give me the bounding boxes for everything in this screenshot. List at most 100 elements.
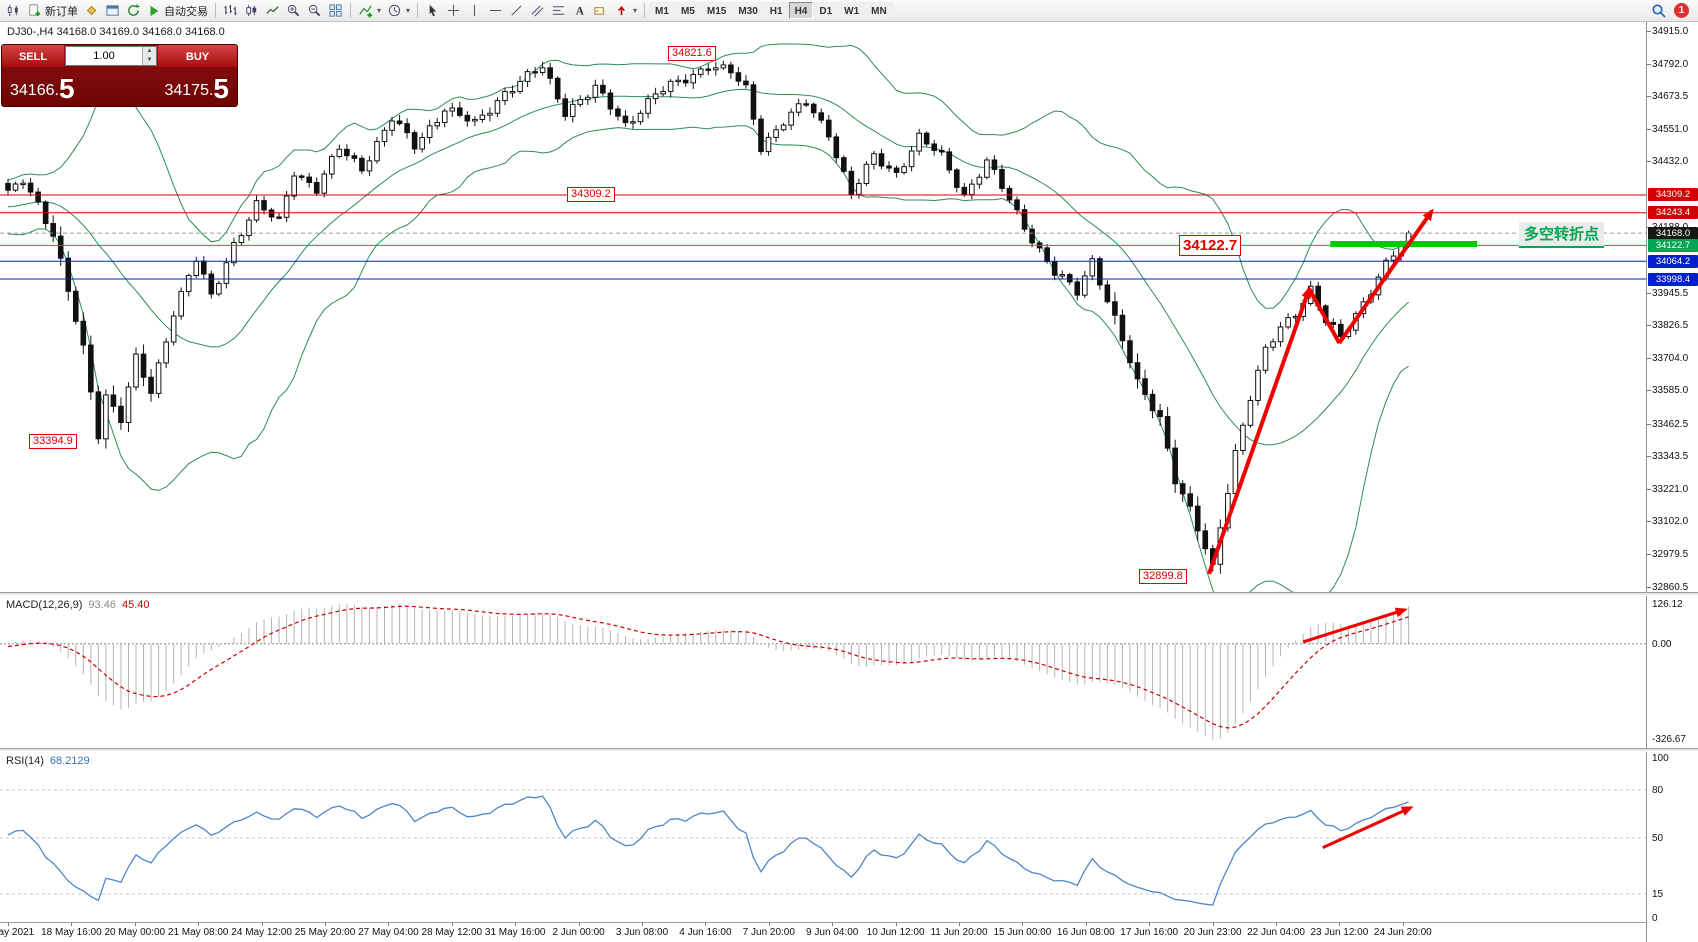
timeframe-m15[interactable]: M15	[700, 2, 733, 19]
pivot-label[interactable]: 34122.7	[1179, 235, 1242, 256]
timeframe-w1[interactable]: W1	[838, 2, 866, 19]
cursor-button[interactable]	[422, 1, 443, 21]
macd-panel[interactable]: MACD(12,26,9) 93.46 45.40	[0, 596, 1646, 748]
buy-button[interactable]: BUY	[158, 45, 237, 67]
sell-button[interactable]: SELL	[2, 45, 64, 67]
time-axis-tickmark	[515, 923, 517, 926]
price-axis-tick: 33343.5	[1652, 450, 1689, 462]
rsi-value: 68.2129	[49, 755, 90, 767]
price-axis-tick: 34792.0	[1652, 58, 1689, 70]
resistance-label[interactable]: 34309.2	[567, 187, 615, 202]
time-axis-tickmark	[451, 923, 453, 926]
price-axis-tickmark	[1647, 95, 1651, 97]
time-axis-label: 20 May 00:00	[104, 927, 166, 938]
rsi-name: RSI(14)	[6, 755, 44, 767]
price-axis-tick: 33221.0	[1652, 483, 1689, 495]
price-axis-tickmark	[1647, 390, 1651, 392]
price-axis-tickmark	[1647, 30, 1651, 32]
zoom-in-button[interactable]	[283, 1, 304, 21]
buy-price[interactable]: 34175. 5	[120, 67, 238, 106]
time-axis-tickmark	[959, 923, 960, 926]
toolbar: 新订单 自动交易	[0, 0, 1698, 22]
text-button[interactable]: A	[569, 1, 590, 21]
candlestick-chart[interactable]	[0, 22, 1646, 592]
timeframe-h4[interactable]: H4	[788, 2, 814, 19]
time-axis-label: 20 Jun 23:00	[1183, 927, 1242, 938]
terminal-window-icon[interactable]	[102, 1, 123, 21]
arrows-dropdown[interactable]: ▾	[611, 1, 640, 21]
timeframe-mn[interactable]: MN	[865, 2, 893, 19]
notification-badge[interactable]: 1	[1674, 3, 1689, 18]
price-axis-tick: 34551.0	[1652, 124, 1689, 135]
rsi-axis-label: 15	[1652, 889, 1664, 900]
time-axis-tickmark	[705, 923, 707, 926]
fibonacci-button[interactable]	[548, 1, 569, 21]
rsi-panel[interactable]: RSI(14) 68.2129	[0, 752, 1646, 922]
panel-splitter[interactable]	[0, 748, 1698, 752]
macd-value-main: 93.46	[88, 599, 116, 611]
vertical-line-button[interactable]	[464, 1, 485, 21]
time-axis-label: 21 May 08:00	[167, 927, 229, 938]
timeframe-m1[interactable]: M1	[649, 2, 675, 19]
price-axis-tickmark	[1647, 63, 1651, 65]
market-diamond-icon[interactable]	[81, 1, 102, 21]
equidistant-channel-button[interactable]	[527, 1, 548, 21]
panel-splitter[interactable]	[0, 592, 1698, 596]
time-axis-tickmark	[8, 923, 9, 926]
tile-windows-button[interactable]	[325, 1, 346, 21]
time-axis-label: 23 Jun 12:00	[1310, 927, 1369, 938]
rsi-axis-label: 50	[1652, 833, 1664, 844]
crosshair-button[interactable]	[443, 1, 464, 21]
horizontal-line-button[interactable]	[485, 1, 506, 21]
price-axis-tag: 33998.4	[1648, 272, 1698, 286]
time-axis-label: 25 May 20:00	[294, 927, 356, 938]
price-axis[interactable]: 34915.034792.034673.534551.034432.034188…	[1646, 22, 1698, 942]
chart-symbol-ohlc: DJ30-,H4 34168.0 34169.0 34168.0 34168.0	[7, 26, 225, 38]
main-chart-panel[interactable]: DJ30-,H4 34168.0 34169.0 34168.0 34168.0…	[0, 22, 1646, 592]
price-axis-tick: 33945.5	[1652, 287, 1689, 299]
svg-text:A: A	[576, 5, 585, 17]
timeframe-m30[interactable]: M30	[732, 2, 764, 19]
price-axis-tickmark	[1647, 586, 1651, 588]
price-axis-tick: 33462.5	[1652, 418, 1689, 430]
time-axis-label: 3 Jun 08:00	[615, 927, 669, 938]
indicators-dropdown[interactable]: ▾	[355, 1, 384, 21]
new-order-button[interactable]: 新订单	[24, 1, 81, 21]
bar-chart-button[interactable]	[220, 1, 241, 21]
macd-axis-label: 0.00	[1652, 638, 1672, 650]
periods-dropdown[interactable]: ▾	[384, 1, 413, 21]
timeframe-h1[interactable]: H1	[763, 2, 789, 19]
rsi-axis-label: 100	[1652, 753, 1669, 764]
time-axis-tickmark	[325, 923, 326, 926]
time-axis-tickmark	[642, 923, 643, 926]
sell-price[interactable]: 34166. 5	[2, 67, 120, 106]
trendline-button[interactable]	[506, 1, 527, 21]
timeframe-m5[interactable]: M5	[674, 2, 701, 19]
volume-input[interactable]	[66, 49, 142, 63]
text-label-button[interactable]	[590, 1, 611, 21]
rsi-label: RSI(14) 68.2129	[6, 755, 90, 767]
chart-window-icon[interactable]	[3, 1, 24, 21]
volume-up-button[interactable]: ▲	[143, 47, 156, 56]
turning-point-text[interactable]: 多空转折点	[1519, 222, 1605, 248]
line-chart-button[interactable]	[262, 1, 283, 21]
macd-chart	[0, 604, 1646, 740]
search-icon[interactable]	[1648, 1, 1670, 21]
zoom-out-button[interactable]	[304, 1, 325, 21]
autotrading-button[interactable]: 自动交易	[144, 1, 211, 21]
candlestick-chart-button[interactable]	[241, 1, 262, 21]
time-axis-label: 4 Jun 16:00	[679, 927, 732, 938]
time-axis-tickmark	[71, 923, 73, 926]
refresh-icon[interactable]	[123, 1, 144, 21]
price-axis-tickmark	[1647, 292, 1651, 294]
left-swing-low-label[interactable]: 33394.9	[29, 434, 77, 449]
bottom-label[interactable]: 32899.8	[1139, 569, 1187, 584]
timeframe-d1[interactable]: D1	[813, 2, 839, 19]
swing-high-label[interactable]: 34821.6	[668, 46, 716, 61]
macd-label: MACD(12,26,9) 93.46 45.40	[6, 599, 149, 611]
price-axis-tick: 32979.5	[1652, 549, 1689, 561]
time-axis-tickmark	[1085, 923, 1087, 926]
volume-down-button[interactable]: ▼	[143, 56, 156, 65]
